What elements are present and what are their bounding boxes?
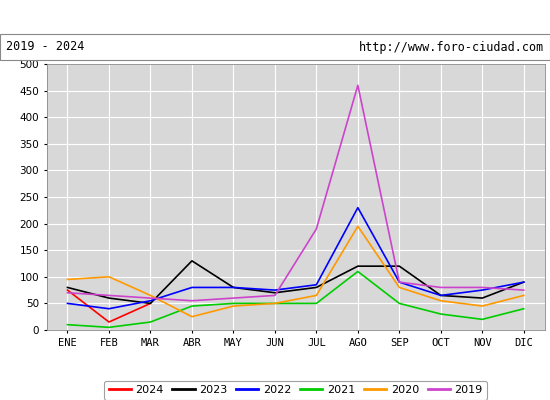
Text: http://www.foro-ciudad.com: http://www.foro-ciudad.com (359, 40, 544, 54)
Text: Evolucion Nº Turistas Nacionales en el municipio de Palomar de Arroyos: Evolucion Nº Turistas Nacionales en el m… (5, 10, 545, 24)
Legend: 2024, 2023, 2022, 2021, 2020, 2019: 2024, 2023, 2022, 2021, 2020, 2019 (104, 381, 487, 400)
Text: 2019 - 2024: 2019 - 2024 (6, 40, 84, 54)
